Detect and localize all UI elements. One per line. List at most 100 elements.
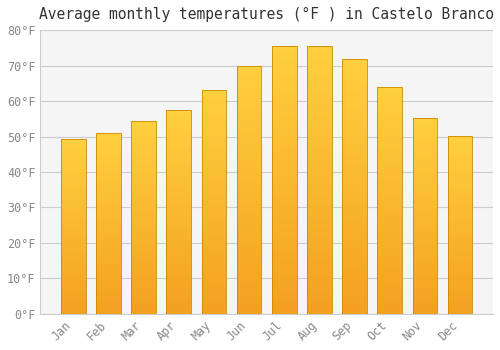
Bar: [412, 165, 438, 167]
Bar: [61, 139, 86, 141]
Bar: [342, 286, 367, 288]
Bar: [131, 150, 156, 152]
Bar: [448, 221, 472, 223]
Bar: [412, 310, 438, 312]
Bar: [202, 204, 226, 206]
Bar: [61, 209, 86, 211]
Bar: [96, 310, 120, 312]
Bar: [272, 271, 296, 274]
Bar: [202, 312, 226, 314]
Bar: [61, 146, 86, 148]
Bar: [412, 292, 438, 294]
Bar: [96, 178, 120, 180]
Bar: [412, 140, 438, 142]
Bar: [61, 303, 86, 305]
Bar: [96, 156, 120, 158]
Bar: [448, 172, 472, 173]
Bar: [448, 250, 472, 252]
Bar: [342, 194, 367, 197]
Bar: [96, 142, 120, 143]
Bar: [166, 289, 191, 292]
Bar: [448, 211, 472, 212]
Bar: [61, 178, 86, 180]
Bar: [307, 111, 332, 113]
Bar: [61, 159, 86, 160]
Bar: [96, 299, 120, 301]
Bar: [166, 226, 191, 228]
Bar: [202, 215, 226, 218]
Bar: [412, 130, 438, 132]
Bar: [448, 195, 472, 196]
Bar: [378, 103, 402, 105]
Bar: [342, 268, 367, 271]
Bar: [166, 114, 191, 116]
Bar: [342, 181, 367, 184]
Bar: [131, 260, 156, 262]
Bar: [342, 120, 367, 123]
Bar: [237, 212, 262, 215]
Bar: [342, 191, 367, 194]
Bar: [166, 247, 191, 249]
Bar: [412, 222, 438, 224]
Bar: [131, 191, 156, 192]
Bar: [272, 191, 296, 194]
Bar: [307, 47, 332, 314]
Bar: [237, 264, 262, 267]
Bar: [237, 187, 262, 190]
Bar: [272, 52, 296, 54]
Bar: [412, 146, 438, 148]
Bar: [272, 194, 296, 196]
Bar: [342, 225, 367, 227]
Bar: [61, 215, 86, 216]
Bar: [61, 181, 86, 183]
Bar: [378, 248, 402, 250]
Bar: [448, 209, 472, 211]
Bar: [61, 171, 86, 173]
Bar: [202, 186, 226, 189]
Bar: [202, 182, 226, 184]
Bar: [237, 312, 262, 314]
Bar: [131, 121, 156, 314]
Bar: [412, 273, 438, 275]
Bar: [166, 112, 191, 114]
Bar: [342, 263, 367, 266]
Bar: [272, 116, 296, 119]
Bar: [448, 178, 472, 180]
Bar: [202, 242, 226, 245]
Bar: [378, 234, 402, 237]
Bar: [448, 200, 472, 202]
Bar: [307, 202, 332, 204]
Bar: [378, 191, 402, 194]
Bar: [272, 156, 296, 159]
Bar: [61, 185, 86, 187]
Bar: [166, 110, 191, 314]
Bar: [131, 223, 156, 225]
Bar: [202, 130, 226, 133]
Bar: [166, 214, 191, 216]
Bar: [342, 85, 367, 87]
Bar: [378, 262, 402, 264]
Bar: [307, 124, 332, 127]
Bar: [202, 137, 226, 139]
Bar: [96, 162, 120, 163]
Bar: [61, 272, 86, 274]
Bar: [272, 175, 296, 177]
Bar: [272, 73, 296, 76]
Bar: [61, 312, 86, 314]
Bar: [412, 302, 438, 304]
Bar: [166, 295, 191, 298]
Bar: [307, 108, 332, 111]
Bar: [342, 135, 367, 138]
Bar: [378, 232, 402, 234]
Bar: [237, 207, 262, 210]
Bar: [166, 145, 191, 147]
Bar: [131, 302, 156, 304]
Bar: [412, 181, 438, 183]
Bar: [61, 162, 86, 164]
Bar: [61, 268, 86, 270]
Bar: [307, 290, 332, 293]
Bar: [272, 164, 296, 167]
Bar: [166, 273, 191, 275]
Bar: [202, 195, 226, 197]
Bar: [166, 206, 191, 208]
